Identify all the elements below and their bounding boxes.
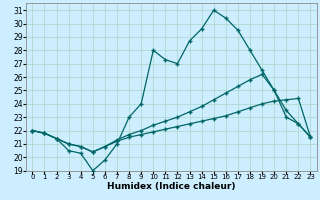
- X-axis label: Humidex (Indice chaleur): Humidex (Indice chaleur): [107, 182, 236, 191]
